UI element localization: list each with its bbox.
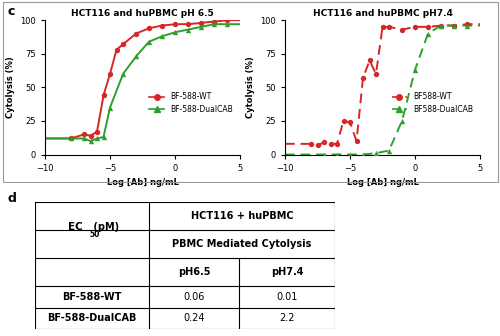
- Text: HCT116 + huPBMC: HCT116 + huPBMC: [190, 211, 294, 221]
- X-axis label: Log [Ab] ng/mL: Log [Ab] ng/mL: [106, 178, 178, 187]
- Point: [158, 23, 166, 28]
- Point: [197, 24, 205, 30]
- Point: [372, 151, 380, 156]
- X-axis label: Log [Ab] ng/mL: Log [Ab] ng/mL: [346, 178, 418, 187]
- Point: [86, 133, 94, 138]
- Point: [340, 118, 347, 124]
- Text: EC: EC: [68, 222, 83, 232]
- Point: [437, 23, 445, 28]
- Point: [80, 132, 88, 137]
- Point: [184, 27, 192, 32]
- Text: 50: 50: [89, 230, 100, 239]
- Point: [210, 19, 218, 24]
- Point: [333, 141, 341, 146]
- Text: d: d: [8, 192, 16, 205]
- Point: [171, 22, 179, 27]
- Point: [346, 152, 354, 157]
- Text: 0.06: 0.06: [184, 292, 204, 302]
- Point: [106, 105, 114, 110]
- Point: [320, 152, 328, 157]
- Title: HCT116 and huPBMC pH7.4: HCT116 and huPBMC pH7.4: [312, 9, 452, 18]
- Y-axis label: Cytolysis (%): Cytolysis (%): [246, 56, 254, 118]
- Text: 0.01: 0.01: [276, 292, 297, 302]
- Point: [100, 134, 108, 140]
- Y-axis label: Cytolysis (%): Cytolysis (%): [6, 56, 15, 118]
- Point: [132, 54, 140, 59]
- Point: [132, 31, 140, 36]
- Point: [450, 23, 458, 28]
- Point: [197, 20, 205, 26]
- Point: [67, 136, 75, 141]
- Point: [352, 138, 360, 144]
- Text: (pM): (pM): [90, 222, 120, 232]
- Point: [145, 26, 153, 31]
- Point: [450, 23, 458, 28]
- Point: [463, 22, 471, 27]
- Point: [86, 138, 94, 144]
- Point: [100, 93, 108, 98]
- Point: [223, 17, 231, 23]
- Point: [385, 24, 393, 30]
- Point: [359, 152, 367, 157]
- Text: pH6.5: pH6.5: [178, 267, 210, 277]
- Point: [437, 23, 445, 28]
- Point: [93, 136, 101, 141]
- Point: [326, 141, 334, 146]
- Title: HCT116 and huPBMC pH 6.5: HCT116 and huPBMC pH 6.5: [71, 9, 214, 18]
- Point: [67, 136, 75, 141]
- Point: [106, 71, 114, 77]
- Point: [333, 152, 341, 157]
- Text: 2.2: 2.2: [279, 313, 295, 324]
- Legend: BF-588-WT, BF-588-DualCAB: BF-588-WT, BF-588-DualCAB: [146, 89, 236, 117]
- Point: [411, 24, 419, 30]
- Text: c: c: [8, 5, 15, 18]
- Point: [398, 118, 406, 124]
- Point: [145, 39, 153, 44]
- Legend: BF588-WT, BF588-DualCAB: BF588-WT, BF588-DualCAB: [388, 89, 476, 117]
- Point: [411, 67, 419, 73]
- Point: [378, 24, 386, 30]
- Point: [223, 22, 231, 27]
- Point: [119, 71, 127, 77]
- Point: [372, 71, 380, 77]
- Point: [119, 42, 127, 47]
- Point: [80, 136, 88, 141]
- Point: [112, 47, 120, 52]
- Text: BF-588-WT: BF-588-WT: [62, 292, 122, 302]
- Point: [93, 129, 101, 134]
- Text: pH7.4: pH7.4: [271, 267, 303, 277]
- Point: [424, 31, 432, 36]
- Point: [366, 58, 374, 63]
- Point: [385, 148, 393, 153]
- Text: BF-588-DualCAB: BF-588-DualCAB: [48, 313, 136, 324]
- Point: [463, 23, 471, 28]
- Point: [320, 140, 328, 145]
- Point: [314, 142, 322, 148]
- Point: [424, 24, 432, 30]
- Point: [171, 30, 179, 35]
- Text: 0.24: 0.24: [183, 313, 205, 324]
- Text: PBMC Mediated Cytolysis: PBMC Mediated Cytolysis: [172, 239, 312, 249]
- Point: [346, 120, 354, 125]
- Point: [184, 22, 192, 27]
- Point: [398, 27, 406, 32]
- Point: [158, 34, 166, 39]
- Point: [210, 22, 218, 27]
- Point: [359, 75, 367, 81]
- Point: [307, 141, 315, 146]
